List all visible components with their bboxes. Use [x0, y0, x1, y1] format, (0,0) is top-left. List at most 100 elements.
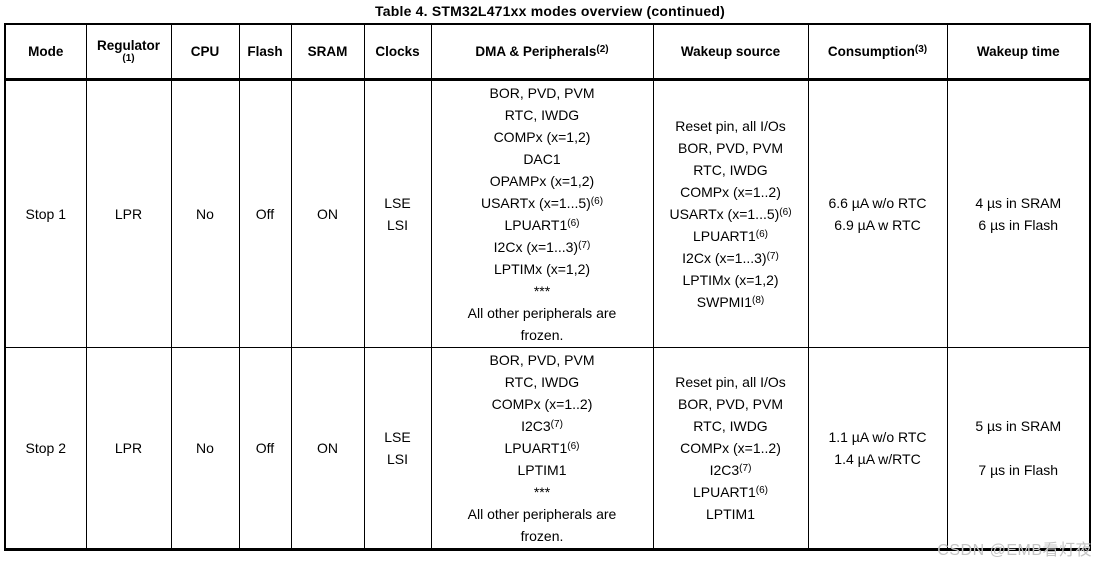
- cell-line: 5 µs in SRAM: [975, 417, 1062, 434]
- cell-line: frozen.: [520, 326, 564, 343]
- col-header-clocks: Clocks: [363, 23, 432, 81]
- table-row-stop2: Stop 2 LPR No Off ON LSE LSI BOR, PVD, PV…: [4, 346, 1091, 550]
- cell-line: SWPMI1(8): [696, 293, 765, 310]
- cell-stop1-sram: ON: [290, 78, 365, 348]
- cell-line: 6.9 µA w RTC: [834, 216, 921, 233]
- col-header-wakeup-time: Wakeup time: [946, 23, 1091, 81]
- col-header-sram: SRAM: [290, 23, 365, 81]
- cell-line: LSI: [386, 216, 408, 233]
- cell-line: COMPx (x=1..2): [680, 183, 781, 200]
- cell-line: LSE: [384, 194, 411, 211]
- cell-line: LPTIMx (x=1,2): [493, 260, 591, 277]
- cell-line: RTC, IWDG: [504, 106, 580, 123]
- table-title: Table 4. STM32L471xx modes overview (con…: [375, 3, 725, 19]
- footnote-ref: (7): [578, 239, 591, 251]
- cell-stop2-sram: ON: [290, 346, 365, 550]
- table-row-stop1: Stop 1 LPR No Off ON LSE LSI BOR, PVD, PV…: [4, 78, 1091, 348]
- cell-line: [948, 437, 1090, 459]
- col-header-consumption-label: Consumption: [827, 43, 915, 59]
- cell-line: I2Cx (x=1...3)(7): [682, 249, 779, 266]
- cell-line: LPUART1(6): [692, 483, 768, 500]
- cell-line: 6.6 µA w/o RTC: [828, 194, 927, 211]
- col-header-flash: Flash: [238, 23, 292, 81]
- col-header-dma-peripherals: DMA & Peripherals(2): [430, 23, 654, 81]
- cell-stop2-regulator: LPR: [85, 346, 172, 550]
- cell-line: BOR, PVD, PVM: [489, 84, 595, 101]
- footnote-ref: (7): [739, 462, 752, 474]
- cell-line: 1.4 µA w/RTC: [834, 450, 921, 467]
- cell-stop1-regulator: LPR: [85, 78, 172, 348]
- col-header-regulator: Regulator (1): [85, 23, 172, 81]
- cell-stop1-mode: Stop 1: [4, 78, 87, 348]
- cell-line: frozen.: [520, 527, 564, 544]
- cell-line: All other peripherals are: [467, 304, 617, 321]
- cell-stop1-wakeup-time: 4 µs in SRAM 6 µs in Flash: [946, 78, 1091, 348]
- cell-line: OPAMPx (x=1,2): [489, 172, 595, 189]
- col-header-dma-peripherals-label: DMA & Peripherals: [475, 43, 597, 59]
- cell-line: 6 µs in Flash: [978, 216, 1059, 233]
- footnote-ref: (6): [755, 484, 768, 496]
- cell-stop1-clocks: LSE LSI: [363, 78, 432, 348]
- cell-line: BOR, PVD, PVM: [677, 139, 784, 156]
- cell-stop2-cpu: No: [170, 346, 240, 550]
- col-header-regulator-label: Regulator: [96, 38, 160, 54]
- footnote-ref: (6): [567, 217, 580, 229]
- cell-stop1-cpu: No: [170, 78, 240, 348]
- cell-line: USARTx (x=1...5)(6): [480, 194, 604, 211]
- cell-stop1-dma-peripherals: BOR, PVD, PVM RTC, IWDG COMPx (x=1,2) DAC1 O…: [430, 78, 654, 348]
- footnote-ref: (7): [550, 418, 563, 430]
- cell-line: LPTIM1: [705, 505, 755, 522]
- cell-stop1-flash: Off: [238, 78, 292, 348]
- header-row: Mode Regulator (1) CPU Flash SRAM Clocks…: [4, 23, 1091, 81]
- footnote-ref: (6): [779, 206, 792, 218]
- col-header-cpu: CPU: [170, 23, 240, 81]
- col-header-consumption-footnote: (3): [914, 43, 928, 55]
- cell-line: ***: [533, 282, 551, 299]
- cell-line: USARTx (x=1...5)(6): [669, 205, 792, 222]
- footnote-ref: (6): [755, 228, 768, 240]
- cell-line: I2Cx (x=1...3)(7): [493, 238, 591, 255]
- cell-line: 4 µs in SRAM: [975, 194, 1062, 211]
- cell-stop1-wakeup-source: Reset pin, all I/Os BOR, PVD, PVM RTC, IWD…: [652, 78, 809, 348]
- cell-stop2-consumption: 1.1 µA w/o RTC 1.4 µA w/RTC: [807, 346, 948, 550]
- footnote-ref: (7): [766, 250, 779, 262]
- cell-line: RTC, IWDG: [693, 161, 768, 178]
- cell-line: LPUART1(6): [504, 216, 580, 233]
- watermark: CSDN @EMB看灯夜: [937, 542, 1092, 559]
- cell-line: 7 µs in Flash: [978, 461, 1059, 478]
- modes-overview-table: Mode Regulator (1) CPU Flash SRAM Clocks…: [4, 23, 1091, 551]
- cell-line: LPUART1(6): [692, 227, 768, 244]
- col-header-dma-peripherals-footnote: (2): [596, 43, 609, 55]
- cell-line: DAC1: [523, 150, 561, 167]
- cell-line: BOR, PVD, PVM: [677, 395, 784, 412]
- cell-stop2-wakeup-time: 5 µs in SRAM 7 µs in Flash: [946, 346, 1091, 550]
- col-header-mode: Mode: [4, 23, 87, 81]
- cell-line: COMPx (x=1,2): [493, 128, 591, 145]
- cell-line: LPUART1(6): [504, 439, 580, 456]
- footnote-ref: (6): [590, 195, 604, 207]
- cell-line: I2C3(7): [709, 461, 752, 478]
- cell-line: RTC, IWDG: [504, 373, 580, 390]
- cell-line: 1.1 µA w/o RTC: [828, 428, 927, 445]
- cell-line: I2C3(7): [521, 417, 563, 434]
- cell-stop2-mode: Stop 2: [4, 346, 87, 550]
- cell-line: Reset pin, all I/Os: [675, 117, 786, 134]
- col-header-consumption: Consumption(3): [807, 23, 948, 81]
- cell-stop2-wakeup-source: Reset pin, all I/Os BOR, PVD, PVM RTC, IWD…: [652, 346, 809, 550]
- cell-line: All other peripherals are: [467, 505, 617, 522]
- cell-line: COMPx (x=1..2): [491, 395, 593, 412]
- footnote-ref: (6): [567, 440, 580, 452]
- cell-stop2-dma-peripherals: BOR, PVD, PVM RTC, IWDG COMPx (x=1..2) I2C3…: [430, 346, 654, 550]
- cell-stop2-flash: Off: [238, 346, 292, 550]
- cell-line: LPTIMx (x=1,2): [682, 271, 779, 288]
- cell-stop1-consumption: 6.6 µA w/o RTC 6.9 µA w RTC: [807, 78, 948, 348]
- cell-line: LPTIM1: [517, 461, 567, 478]
- footnote-ref: (8): [752, 294, 765, 306]
- cell-line: COMPx (x=1..2): [680, 439, 781, 456]
- cell-stop2-clocks: LSE LSI: [363, 346, 432, 550]
- cell-line: BOR, PVD, PVM: [489, 351, 595, 368]
- col-header-regulator-footnote: (1): [122, 53, 135, 65]
- cell-line: LSI: [386, 450, 408, 467]
- cell-line: ***: [533, 483, 551, 500]
